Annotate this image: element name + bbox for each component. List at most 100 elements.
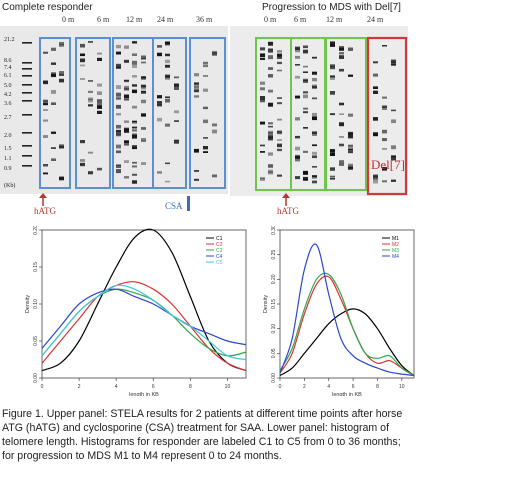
gel-band: [132, 127, 137, 129]
gel-band: [116, 97, 121, 100]
gel-band: [295, 46, 300, 50]
gel-band: [312, 144, 317, 147]
gel-band: [165, 41, 170, 45]
size-marker: 2.0: [4, 133, 12, 139]
gel-band: [141, 138, 146, 142]
gel-band: [373, 86, 378, 89]
x-tick-label: 6: [352, 384, 355, 390]
gel-band: [260, 121, 265, 125]
size-marker: 8.6: [4, 58, 12, 64]
gel-band: [80, 162, 85, 167]
gel-band: [124, 87, 129, 91]
gel-band: [88, 104, 93, 107]
gel-band: [124, 94, 129, 98]
gel-band: [277, 139, 282, 141]
ladder-band: [22, 75, 32, 77]
gel-band: [212, 52, 217, 56]
gel-band: [260, 177, 265, 180]
gel-band: [43, 135, 48, 138]
gel-band: [43, 172, 48, 175]
series-line-M2: [279, 275, 415, 377]
gel-band: [382, 96, 387, 99]
gel-band: [51, 74, 56, 77]
gel-band: [165, 96, 170, 99]
gel-band: [203, 151, 208, 153]
gel-band: [203, 88, 208, 92]
gel-band: [59, 44, 64, 47]
gel-band: [157, 95, 162, 99]
gel-band: [124, 160, 129, 163]
gel-band: [330, 75, 335, 78]
gel-band: [141, 86, 146, 90]
gel-band: [339, 46, 344, 49]
gel-band: [277, 148, 282, 152]
gel-band: [268, 48, 273, 51]
gel-band: [116, 150, 121, 154]
gel-band: [174, 120, 179, 122]
gel-band: [295, 157, 300, 159]
gel-band: [141, 84, 146, 88]
series-line-M3: [279, 272, 415, 377]
gel-band: [339, 122, 344, 127]
gel-band: [339, 68, 344, 72]
gel-band: [157, 117, 162, 122]
gel-band: [348, 150, 353, 154]
gel-band: [373, 132, 378, 137]
right-timepoint-24m: 24 m: [367, 15, 384, 24]
gel-band: [277, 118, 282, 121]
gel-band: [373, 90, 378, 94]
gel-band: [124, 143, 129, 146]
gel-band: [391, 156, 396, 161]
gel-band: [132, 84, 137, 87]
gel-band: [260, 96, 265, 100]
x-tick-label: 8: [189, 384, 192, 390]
gel-band: [303, 71, 308, 73]
gel-band: [43, 164, 48, 167]
gel-band: [116, 64, 121, 68]
gel-band: [80, 53, 85, 57]
gel-band: [268, 67, 273, 70]
gel-band: [203, 106, 208, 110]
x-tick-label: 0: [279, 384, 282, 390]
gel-band: [97, 105, 102, 109]
series-line-C4: [41, 288, 247, 349]
gel-band: [157, 104, 162, 107]
gel-band: [295, 146, 300, 151]
gel-band: [59, 78, 64, 83]
gel-band: [116, 51, 121, 55]
gel-band: [268, 169, 273, 173]
gel-band: [51, 72, 56, 74]
gel-band: [312, 180, 317, 184]
gel-band: [132, 60, 137, 65]
gel-band: [97, 110, 102, 114]
gel-band: [132, 145, 137, 148]
gel-band: [373, 175, 378, 179]
gel-band: [124, 97, 129, 101]
series-line-C5: [41, 284, 247, 361]
right-box-0m: [255, 37, 292, 191]
size-marker: 4.2: [4, 92, 12, 98]
x-tick-label: 4: [327, 384, 330, 390]
gel-band: [312, 132, 317, 136]
gel-band: [132, 75, 137, 78]
gel-band: [116, 164, 121, 167]
gel-band: [88, 80, 93, 82]
gel-band: [97, 57, 102, 61]
gel-band: [116, 166, 121, 168]
gel-band: [382, 148, 387, 150]
gel-band: [212, 50, 217, 53]
gel-band: [277, 61, 282, 65]
gel-band: [260, 57, 265, 60]
gel-band: [194, 82, 199, 85]
gel-band: [51, 62, 56, 65]
gel-band: [277, 56, 282, 59]
gel-band: [116, 144, 121, 149]
gel-band: [141, 127, 146, 130]
gel-band: [295, 154, 300, 159]
figure-caption: Figure 1. Upper panel: STELA results for…: [2, 407, 517, 463]
legend-label: M3: [392, 248, 399, 254]
gel-band: [157, 52, 162, 57]
gel-band: [132, 105, 137, 109]
gel-band: [194, 73, 199, 77]
gel-band: [165, 43, 170, 46]
